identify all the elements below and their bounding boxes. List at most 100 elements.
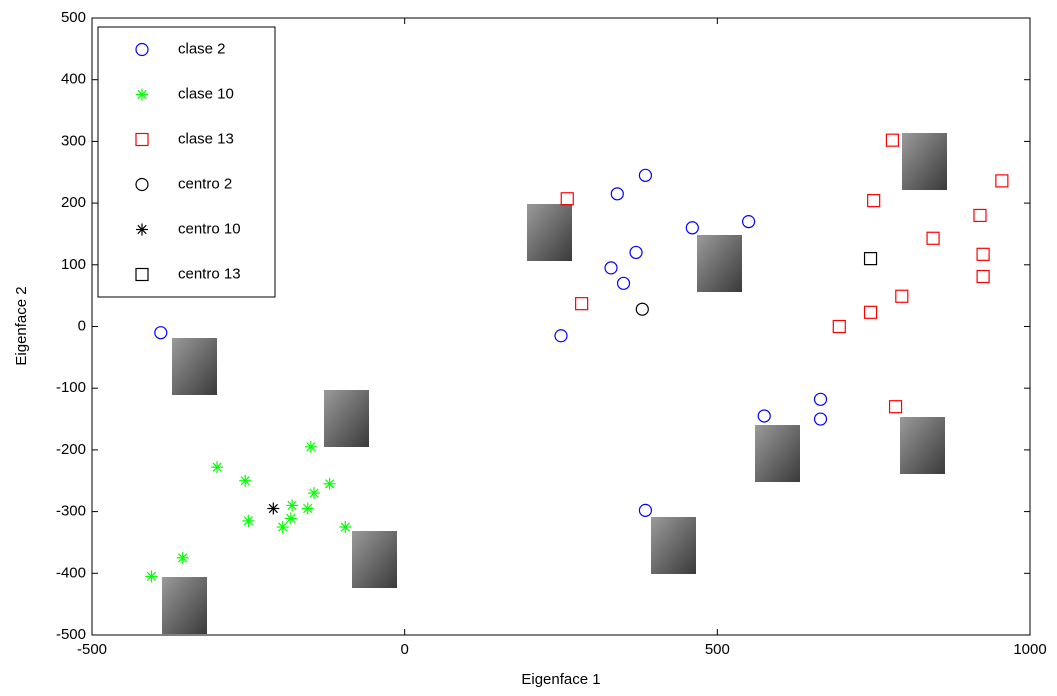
marker-stroke <box>268 503 278 514</box>
marker-stroke <box>286 513 296 524</box>
marker <box>813 392 828 406</box>
marker <box>888 400 903 414</box>
marker <box>973 208 987 223</box>
legend: clase 2 clase 10 clase 13 centro 2 centro 10… <box>97 26 276 298</box>
marker <box>304 440 317 453</box>
marker <box>176 551 189 564</box>
x-tick-label: 1000 <box>1013 641 1046 658</box>
marker-stroke <box>306 442 316 452</box>
series <box>635 302 649 316</box>
marker <box>135 177 149 192</box>
marker <box>135 132 149 147</box>
marker-stroke <box>287 500 297 511</box>
marker-stroke <box>240 476 250 486</box>
series <box>863 252 878 266</box>
legend-label: clase 2 <box>178 40 226 57</box>
x-tick-label: 0 <box>400 641 408 658</box>
marker <box>976 269 990 284</box>
marker <box>638 168 653 182</box>
marker-stroke <box>340 522 350 532</box>
marker <box>604 261 618 275</box>
marker <box>976 247 990 261</box>
marker <box>554 329 568 343</box>
legend-label: clase 13 <box>178 130 234 147</box>
series <box>145 440 352 583</box>
face-image <box>172 338 217 395</box>
y-axis-label: Eigenface 2 <box>13 286 30 365</box>
legend-label: centro 13 <box>178 265 241 282</box>
marker <box>323 477 336 490</box>
series <box>154 168 828 517</box>
marker-stroke <box>178 553 188 563</box>
legend-label: clase 10 <box>178 85 234 102</box>
series <box>560 133 1009 414</box>
marker <box>685 221 699 235</box>
face-image <box>324 390 369 447</box>
face-image <box>162 577 207 634</box>
marker <box>832 319 846 334</box>
y-tick-label: 100 <box>61 256 86 273</box>
marker <box>616 276 631 290</box>
marker-stroke <box>278 522 288 532</box>
marker <box>284 512 297 525</box>
face-image <box>902 133 947 190</box>
y-tick-label: -400 <box>56 564 86 581</box>
marker <box>135 267 149 282</box>
marker <box>242 514 255 527</box>
y-tick-label: -100 <box>56 379 86 396</box>
marker <box>813 412 828 426</box>
marker <box>145 570 158 583</box>
face-image <box>527 204 572 261</box>
marker <box>154 326 168 340</box>
marker <box>867 194 881 208</box>
marker <box>741 215 756 229</box>
marker-stroke <box>309 488 319 498</box>
x-tick-label: -500 <box>77 641 107 658</box>
x-axis-label: Eigenface 1 <box>521 671 600 688</box>
marker <box>560 192 574 206</box>
marker <box>136 88 148 101</box>
marker <box>863 252 878 266</box>
marker <box>276 521 289 534</box>
face-images <box>162 133 947 634</box>
face-image <box>900 417 945 474</box>
marker <box>339 521 352 534</box>
marker-stroke <box>303 503 313 514</box>
legend-box <box>97 26 276 298</box>
marker <box>307 487 320 500</box>
y-tick-label: -300 <box>56 503 86 520</box>
y-tick-label: 400 <box>61 71 86 88</box>
legend-label: centro 10 <box>178 220 241 237</box>
marker <box>267 502 280 515</box>
marker <box>757 409 771 423</box>
marker <box>211 461 224 474</box>
y-tick-label: 0 <box>78 317 86 334</box>
face-image <box>697 235 742 292</box>
marker-stroke <box>146 571 157 582</box>
marker <box>926 231 940 245</box>
marker <box>885 133 900 147</box>
marker <box>895 289 909 303</box>
marker <box>239 474 252 487</box>
series <box>267 502 280 515</box>
marker-stroke <box>243 516 253 526</box>
marker <box>863 305 878 319</box>
marker <box>135 42 149 57</box>
y-tick-label: -200 <box>56 441 86 458</box>
legend-label: centro 2 <box>178 175 232 192</box>
marker <box>629 245 643 260</box>
marker <box>286 499 299 512</box>
y-tick-label: -500 <box>56 626 86 643</box>
marker-stroke <box>325 479 335 489</box>
face-image <box>651 517 696 574</box>
marker <box>610 187 624 201</box>
face-image <box>352 531 397 588</box>
marker <box>995 174 1009 188</box>
marker <box>301 502 314 515</box>
marker <box>635 302 649 316</box>
y-tick-label: 300 <box>61 132 86 149</box>
face-image <box>755 425 800 482</box>
marker <box>136 223 148 236</box>
